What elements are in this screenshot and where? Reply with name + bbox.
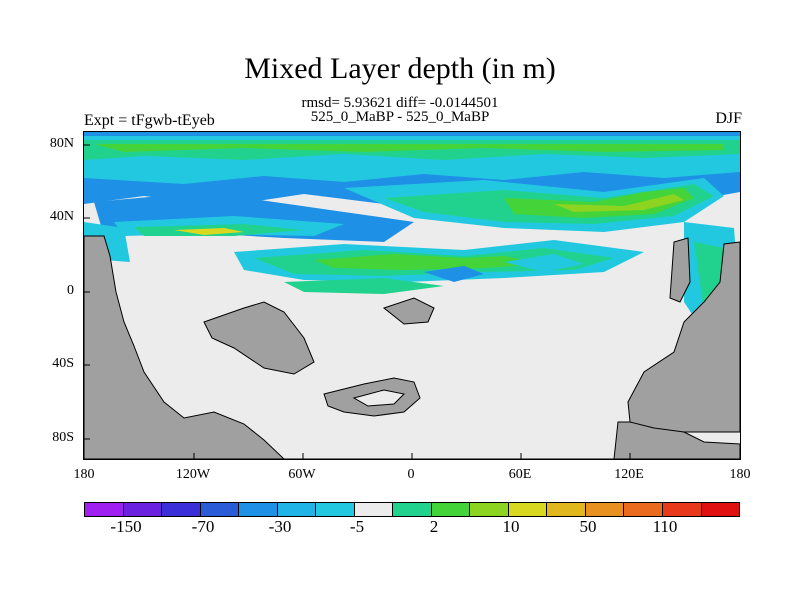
colorbar-label: 10 <box>502 517 520 536</box>
lon-label-120e: 120E <box>614 467 644 482</box>
equatorial-green <box>314 254 544 270</box>
north-pacific-yellow <box>174 228 244 235</box>
colorbar-swatch <box>239 503 278 516</box>
central-atoll <box>382 297 435 325</box>
colorbar-swatch <box>162 503 201 516</box>
stats-text: rmsd= 5.93621 diff= -0.0144501 525_0_MaB… <box>0 95 800 125</box>
west-continent <box>84 235 285 459</box>
tropical-blue-1 <box>424 266 484 282</box>
lon-label-180e: 180 <box>729 467 751 482</box>
colorbar-swatch <box>431 503 471 516</box>
colorbar-swatch <box>585 503 625 516</box>
map-panel <box>83 131 741 460</box>
lat-label-80n: 80N <box>49 136 74 151</box>
rmsd-line: rmsd= 5.93621 diff= -0.0144501 <box>301 95 499 111</box>
central-peninsula <box>203 301 315 375</box>
mid-north-yellowgreen <box>554 194 684 212</box>
lat-label-40n: 40N <box>49 209 74 224</box>
east-archipelago <box>669 237 691 303</box>
colorbar <box>84 502 740 517</box>
season-label: DJF <box>715 110 742 127</box>
east-continent <box>627 241 740 433</box>
lon-label-120w: 120W <box>175 467 211 482</box>
southern-island-hole <box>352 389 406 407</box>
colorbar-swatch <box>123 503 163 516</box>
colorbar-swatch <box>316 503 355 516</box>
lon-label-0: 0 <box>407 467 415 482</box>
colorbar-swatch <box>277 503 317 516</box>
map-svg <box>84 132 740 459</box>
colorbar-swatch <box>85 503 124 516</box>
colorbar-label: 50 <box>579 517 597 536</box>
lon-label-180w: 180 <box>73 467 95 482</box>
colorbar-swatch <box>200 503 240 516</box>
colorbar-swatch <box>662 503 702 516</box>
plot-title: Mixed Layer depth (in m) <box>244 52 556 85</box>
case-line: 525_0_MaBP - 525_0_MaBP <box>310 109 490 125</box>
axis-ticks <box>84 144 631 459</box>
colorbar-label: -150 <box>110 517 142 536</box>
colorbar-swatch <box>470 503 509 516</box>
lat-label-80s: 80S <box>52 430 74 445</box>
colorbar-swatch <box>354 503 394 516</box>
tropical-teal-3 <box>284 278 444 294</box>
colorbar-label: -5 <box>349 517 365 536</box>
mid-north-green <box>504 188 694 218</box>
colorbar-label: -70 <box>191 517 215 536</box>
arctic-band-green <box>94 144 724 152</box>
colorbar-swatch <box>624 503 663 516</box>
field-patches <box>84 132 740 332</box>
colorbar-label: -30 <box>268 517 292 536</box>
lat-label-40s: 40S <box>52 356 74 371</box>
lat-label-0: 0 <box>67 283 74 298</box>
tropical-cyan-2 <box>504 254 584 272</box>
lon-label-60e: 60E <box>508 467 532 482</box>
colorbar-label: 2 <box>429 517 439 536</box>
colorbar-swatch <box>547 503 586 516</box>
colorbar-label: 110 <box>652 517 678 536</box>
colorbar-swatch <box>393 503 432 516</box>
colorbar-swatch <box>701 503 740 516</box>
land-masks <box>84 235 740 459</box>
lon-label-60w: 60W <box>288 467 316 482</box>
experiment-label: Expt = tFgwb-tEyeb <box>84 112 215 129</box>
colorbar-swatch <box>508 503 548 516</box>
